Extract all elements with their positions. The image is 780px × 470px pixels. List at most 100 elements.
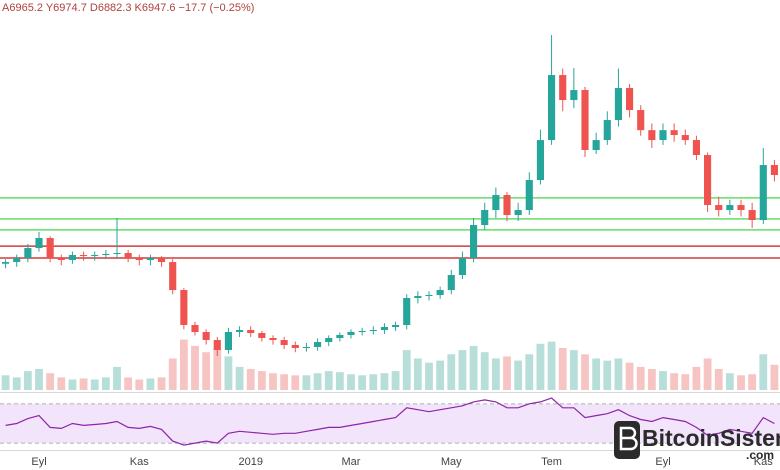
volume-bar	[113, 366, 121, 390]
candle-body	[124, 253, 132, 259]
candle-body	[748, 210, 756, 221]
watermark: BitcoinSistemi .com	[614, 421, 780, 462]
watermark-domain: .com	[746, 448, 774, 462]
candle-body	[68, 255, 76, 261]
candle-body	[325, 338, 333, 343]
candle-body	[236, 330, 244, 333]
volume-bar	[770, 364, 779, 390]
volume-bar	[525, 354, 534, 390]
volume-bar	[146, 378, 155, 390]
volume-bar	[447, 354, 456, 390]
volume-bar	[79, 378, 88, 390]
x-tick-label: 2019	[238, 456, 262, 468]
candle-body	[369, 330, 377, 332]
candle-body	[358, 330, 366, 333]
volume-bar	[491, 358, 500, 390]
volume-bar	[246, 369, 255, 390]
volume-bar	[692, 366, 701, 390]
candle-body	[24, 248, 32, 259]
candle-body	[102, 254, 110, 256]
volume-bar	[714, 369, 723, 390]
volume-bar	[57, 377, 66, 390]
candle-body	[57, 258, 65, 261]
candle-body	[759, 165, 767, 221]
volume-bar	[625, 362, 634, 390]
volume-bar	[335, 372, 344, 390]
candle-body	[581, 90, 589, 151]
candle-body	[514, 210, 522, 216]
rsi-band	[0, 403, 780, 444]
volume-bar	[425, 362, 433, 390]
candle-body	[704, 155, 712, 206]
volume-bar	[179, 339, 188, 390]
candle-body	[314, 342, 322, 348]
candle-body	[247, 330, 255, 334]
candle-body	[458, 258, 466, 276]
x-tick-label: May	[441, 456, 462, 468]
candle-body	[536, 140, 544, 181]
candle-body	[603, 120, 611, 141]
candle-body	[113, 253, 121, 255]
volume-bar	[313, 373, 322, 390]
watermark-glyph	[619, 426, 638, 451]
candle-body	[80, 255, 88, 257]
volume-bar	[12, 377, 21, 390]
volume-bar	[391, 371, 400, 390]
volume-bar	[681, 374, 690, 390]
volume-bar	[46, 373, 55, 390]
candle-body	[659, 130, 667, 141]
candle-body	[447, 275, 455, 291]
candle-body	[414, 296, 422, 299]
candle-body	[35, 238, 43, 249]
candle-body	[258, 333, 266, 339]
candle-body	[380, 327, 388, 331]
volume-bar	[514, 360, 523, 390]
volume-bar	[235, 366, 244, 390]
volume-bar	[324, 371, 333, 390]
candle-body	[224, 332, 232, 350]
x-tick-label: Mar	[342, 456, 361, 468]
volume-bar	[68, 379, 77, 390]
candle-body	[180, 290, 188, 325]
candle-body	[146, 258, 154, 261]
x-tick-label: Eyl	[655, 456, 670, 468]
candle-body	[548, 75, 556, 141]
volume-bar	[35, 369, 43, 390]
volume-bar	[603, 360, 612, 390]
volume-bar	[503, 356, 511, 390]
candle-body	[614, 88, 622, 121]
volume-bar	[402, 350, 411, 390]
volume-bar	[1, 375, 10, 390]
volume-bar	[224, 356, 233, 390]
volume-bar	[347, 374, 355, 390]
candle-body	[280, 340, 288, 345]
volume-bar	[670, 373, 679, 390]
volume-bar	[536, 343, 545, 390]
volume-bar	[592, 358, 601, 390]
volume-bar	[369, 374, 378, 390]
volume-bar	[737, 375, 745, 390]
volume-bar	[90, 379, 99, 390]
volume-bar	[358, 375, 367, 390]
candle-body	[481, 210, 489, 226]
candle-body	[425, 295, 433, 297]
volume-bar	[759, 354, 768, 390]
volume-bar	[380, 373, 389, 390]
rsi-line	[5, 397, 775, 446]
candle-body	[302, 347, 310, 349]
candle-body	[559, 75, 567, 101]
volume-bar	[124, 377, 133, 390]
candle-body	[670, 130, 678, 136]
candle-body	[492, 195, 500, 211]
candle-body	[202, 332, 210, 341]
volume-bar	[703, 358, 712, 390]
candle-body	[291, 344, 299, 349]
volume-bar	[614, 358, 623, 390]
volume-bar	[569, 350, 578, 390]
candle-body	[648, 130, 656, 141]
candle-body	[269, 338, 277, 341]
volume-bar	[101, 377, 110, 390]
volume-bar	[302, 375, 311, 390]
rsi-pane	[0, 397, 780, 446]
